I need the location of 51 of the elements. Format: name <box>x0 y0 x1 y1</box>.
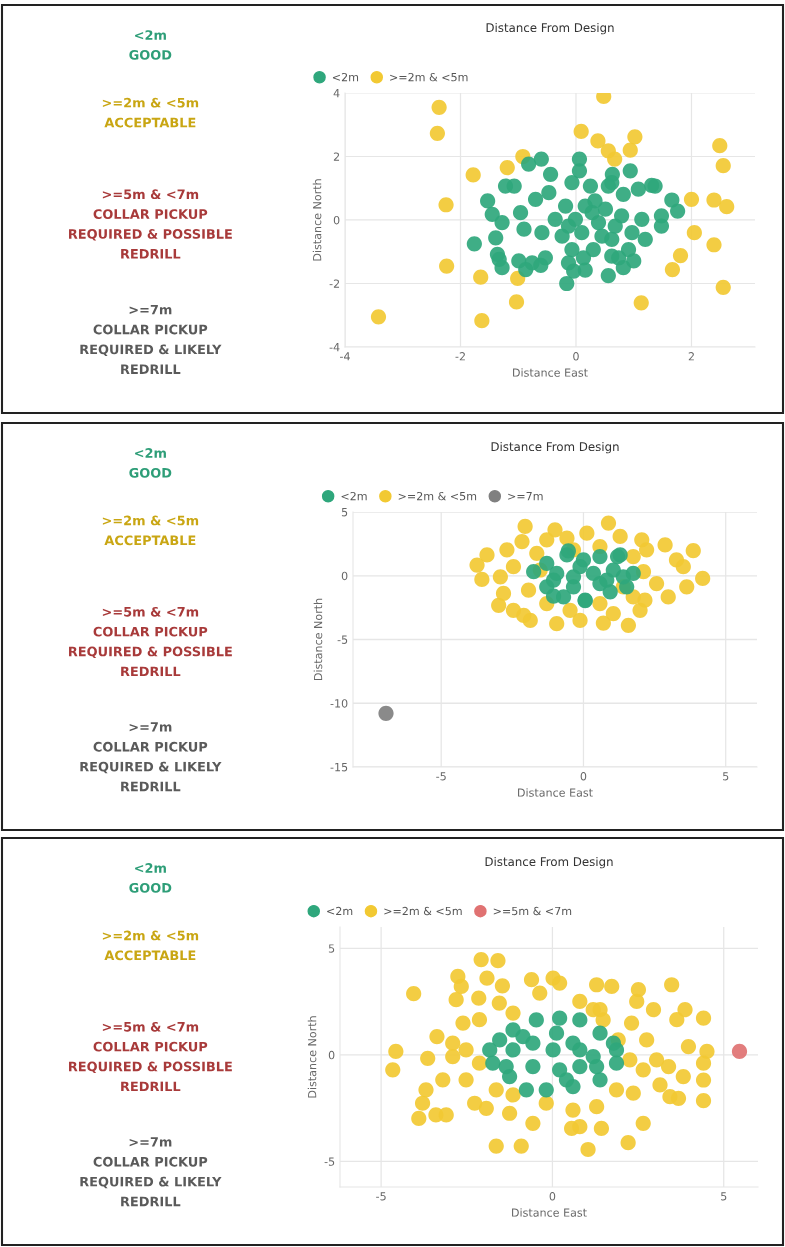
legend-label: >=2m & <5m <box>390 72 468 82</box>
x-tick-label: 2 <box>688 352 694 361</box>
legend-label: >=7m <box>508 492 543 501</box>
text: >=2m & <5m ACCEPTABLE <box>102 930 199 961</box>
legend-label: <2m <box>332 72 359 82</box>
y-tick-label: 4 <box>333 89 340 98</box>
y-axis-title: Distance North <box>307 1016 317 1098</box>
y-axis-title: Distance North <box>312 179 322 261</box>
x-tick-label: 5 <box>721 1192 727 1201</box>
x-tick-label: 0 <box>580 772 587 781</box>
text: >=2m & <5m ACCEPTABLE <box>102 515 199 546</box>
x-tick-label: -2 <box>455 352 465 361</box>
y-tick-label: -4 <box>329 343 340 352</box>
legend-label: <2m <box>341 491 367 501</box>
y-tick-label: -10 <box>330 699 348 708</box>
text: >=5m & <7m COLLAR PICKUP REQUIRED & POSSIBLE REDRILL <box>69 606 232 677</box>
y-tick-label: -15 <box>330 763 348 772</box>
text: >=7m COLLAR PICKUP REQUIRED & LIKELY REDRILL <box>80 304 222 374</box>
text: >=7m COLLAR PICKUP REQUIRED & LIKELY REDRILL <box>80 1137 222 1207</box>
text: <2m GOOD <box>129 448 172 478</box>
text: >=2m & <5m ACCEPTABLE <box>102 97 199 128</box>
text: >=5m & <7m COLLAR PICKUP REQUIRED & POSSIBLE REDRILL <box>69 189 232 259</box>
chart-title: Distance From Design <box>485 856 613 869</box>
x-axis-title: Distance East <box>512 1208 587 1217</box>
x-tick-label: 0 <box>549 1192 556 1201</box>
text: <2m GOOD <box>129 863 172 893</box>
legend-label: >=2m & <5m <box>398 491 477 501</box>
y-tick-label: -2 <box>329 279 340 288</box>
y-tick-label: 0 <box>341 571 348 581</box>
y-tick-label: 2 <box>333 152 340 161</box>
x-tick-label: 0 <box>573 352 579 361</box>
y-tick-label: 0 <box>333 215 340 225</box>
y-axis-title: Distance North <box>313 598 323 681</box>
y-tick-label: 5 <box>341 508 348 517</box>
legend-label: <2m <box>327 906 353 916</box>
text: >=7m COLLAR PICKUP REQUIRED & LIKELY REDRILL <box>80 722 222 792</box>
text: <2m GOOD <box>129 30 172 60</box>
y-tick-label: 0 <box>328 1050 335 1060</box>
x-axis-title: Distance East <box>513 368 588 377</box>
chart-title: Distance From Design <box>491 441 619 454</box>
legend-label: >=2m & <5m <box>384 906 462 916</box>
x-tick-label: -5 <box>376 1192 386 1201</box>
y-tick-label: 5 <box>328 944 335 953</box>
x-tick-label: -5 <box>436 772 446 781</box>
y-tick-label: -5 <box>324 1157 335 1166</box>
chart-title: Distance From Design <box>486 22 614 35</box>
legend-label: >=5m & <7m <box>493 906 572 916</box>
y-tick-label: -5 <box>337 635 348 644</box>
text: >=5m & <7m COLLAR PICKUP REQUIRED & POSSIBLE REDRILL <box>69 1021 232 1092</box>
x-axis-title: Distance East <box>518 788 593 797</box>
x-tick-label: 5 <box>723 772 729 781</box>
